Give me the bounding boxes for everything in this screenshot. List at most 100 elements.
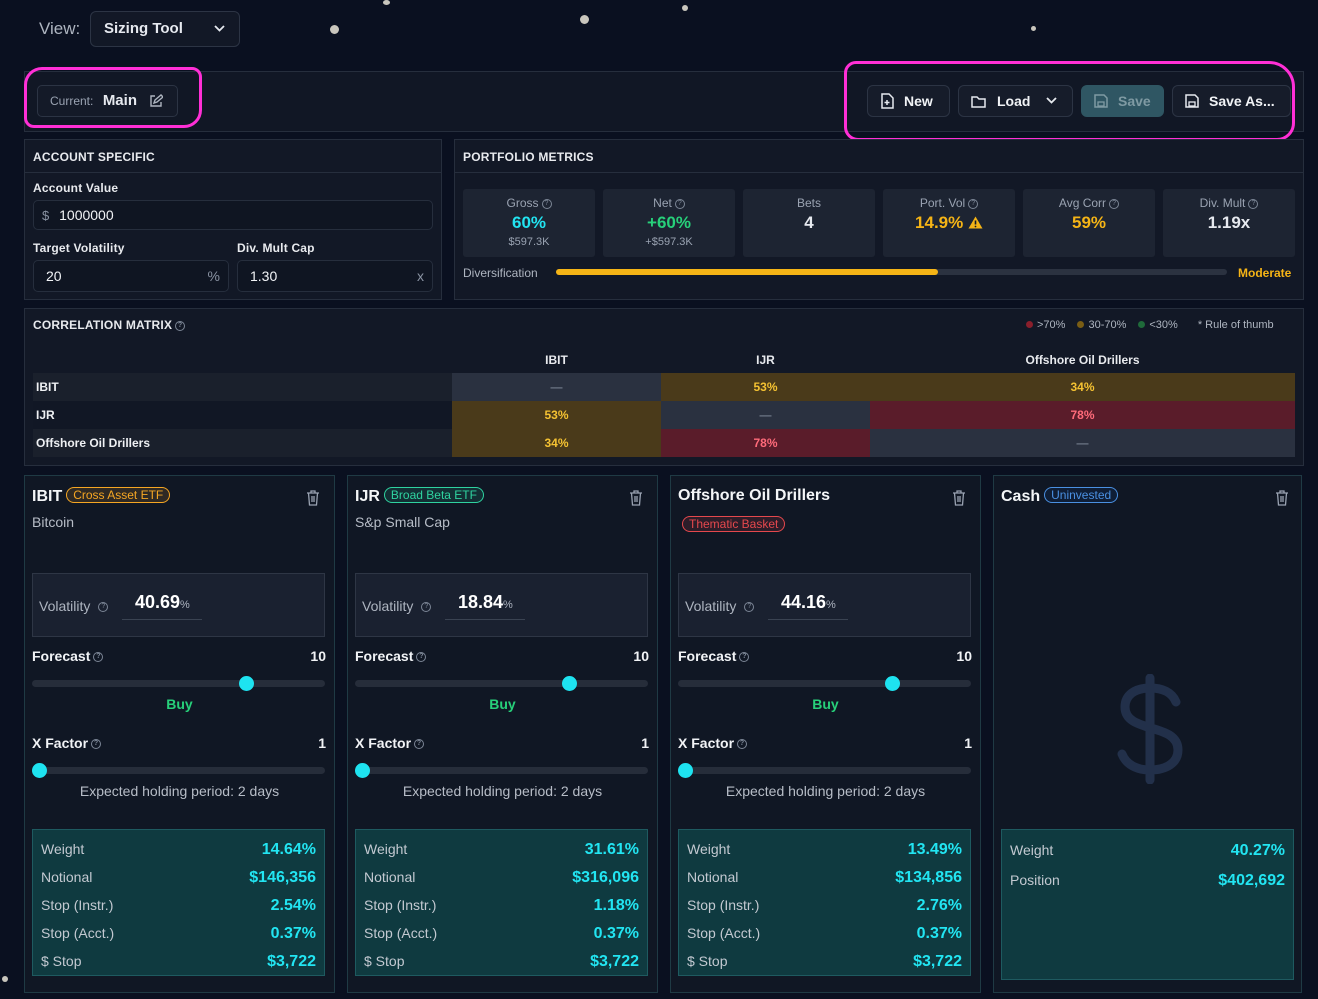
- signal-label: Buy: [166, 696, 193, 712]
- help-icon[interactable]: ?: [1109, 198, 1120, 209]
- help-icon[interactable]: ?: [1248, 198, 1259, 209]
- stat-value: $316,096: [572, 869, 639, 886]
- help-icon[interactable]: ?: [744, 602, 755, 613]
- forecast-slider[interactable]: [355, 676, 648, 691]
- stat-row: Stop (Acct.) 0.37%: [687, 925, 962, 945]
- help-icon[interactable]: ?: [91, 739, 102, 750]
- volatility-unit: %: [503, 599, 513, 611]
- holding-period: Expected holding period: 2 days: [402, 783, 603, 799]
- stat-label: Stop (Instr.): [41, 897, 114, 913]
- stat-label: Stop (Acct.): [41, 925, 115, 941]
- xfactor-slider[interactable]: [355, 763, 648, 778]
- xfactor-label: X Factor?: [32, 735, 102, 751]
- stat-row: Stop (Instr.) 1.18%: [364, 897, 639, 917]
- forecast-value: 10: [310, 648, 326, 664]
- metric-avg-corr-label: Avg Corr: [1058, 196, 1107, 210]
- trash-icon[interactable]: [306, 490, 320, 506]
- warning-icon: [968, 216, 983, 229]
- help-icon[interactable]: ?: [98, 602, 109, 613]
- volatility-input[interactable]: 40.69%: [122, 592, 202, 620]
- help-icon[interactable]: ?: [737, 739, 748, 750]
- stat-label: Weight: [41, 841, 85, 857]
- current-layout-chip[interactable]: Current: Main: [37, 85, 178, 117]
- star-decoration: [682, 5, 688, 11]
- stat-value: $402,692: [1218, 872, 1285, 889]
- div-cap-input[interactable]: 1.30 x: [237, 260, 433, 292]
- position-subtitle: Bitcoin: [32, 514, 75, 530]
- xfactor-slider-handle[interactable]: [355, 763, 370, 778]
- highlight-annotation: [24, 67, 202, 128]
- forecast-label: Forecast?: [32, 648, 104, 664]
- volatility-label: Volatility?: [362, 598, 432, 614]
- help-icon[interactable]: ?: [93, 652, 104, 663]
- target-vol-value: 20: [46, 268, 62, 284]
- new-button[interactable]: New: [867, 85, 950, 117]
- forecast-slider[interactable]: [32, 676, 325, 691]
- forecast-value: 10: [956, 648, 972, 664]
- view-select[interactable]: Sizing Tool: [90, 11, 240, 47]
- target-vol-label: Target Volatility: [33, 241, 125, 255]
- xfactor-slider[interactable]: [678, 763, 971, 778]
- metric-port-vol-value: 14.9%: [915, 213, 964, 232]
- forecast-slider[interactable]: [678, 676, 971, 691]
- forecast-slider-handle[interactable]: [561, 676, 577, 691]
- stat-row: $ Stop $3,722: [364, 953, 639, 973]
- help-icon[interactable]: ?: [421, 602, 432, 613]
- xfactor-slider-handle[interactable]: [32, 763, 47, 778]
- star-decoration: [383, 0, 390, 5]
- legend-high-label: >70%: [1037, 319, 1066, 331]
- xfactor-value: 1: [318, 735, 326, 751]
- stat-row: Weight 14.64%: [41, 841, 316, 861]
- div-cap-unit: x: [417, 268, 424, 284]
- volatility-input[interactable]: 44.16%: [768, 592, 848, 620]
- account-heading: ACCOUNT SPECIFIC: [33, 150, 155, 164]
- chevron-down-icon: [1046, 97, 1058, 104]
- help-icon[interactable]: ?: [541, 198, 552, 209]
- stat-value: $3,722: [267, 953, 316, 970]
- forecast-label-text: Forecast: [32, 648, 91, 664]
- edit-icon[interactable]: [149, 94, 163, 108]
- volatility-label-text: Volatility: [685, 598, 737, 614]
- volatility-input[interactable]: 18.84%: [445, 592, 525, 620]
- help-icon[interactable]: ?: [674, 198, 685, 209]
- stat-row: Weight 13.49%: [687, 841, 962, 861]
- category-badge: Broad Beta ETF: [383, 487, 484, 503]
- metric-avg-corr: Avg Corr? 59%: [1023, 189, 1155, 257]
- account-value-label: Account Value: [33, 181, 119, 195]
- cash-stats: Weight 40.27% Position $402,692: [1001, 829, 1294, 980]
- star-decoration: [2, 976, 8, 982]
- save-button[interactable]: Save: [1081, 85, 1164, 117]
- view-select-value: Sizing Tool: [104, 20, 183, 37]
- stat-row: Weight 31.61%: [364, 841, 639, 861]
- xfactor-slider-handle[interactable]: [678, 763, 693, 778]
- trash-icon[interactable]: [629, 490, 643, 506]
- stat-row: $ Stop $3,722: [687, 953, 962, 973]
- help-icon[interactable]: ?: [414, 739, 425, 750]
- stat-value: 13.49%: [907, 841, 962, 858]
- div-cap-value: 1.30: [250, 268, 278, 284]
- stat-label: Weight: [364, 841, 408, 857]
- load-button[interactable]: Load: [958, 85, 1073, 117]
- forecast-slider-handle[interactable]: [238, 676, 254, 691]
- correlation-heading: CORRELATION MATRIX?: [33, 318, 186, 332]
- account-value-input[interactable]: $ 1000000: [33, 200, 433, 230]
- help-icon[interactable]: ?: [416, 652, 427, 663]
- diversification-bar-fill: [556, 269, 939, 275]
- save-as-button[interactable]: Save As...: [1172, 85, 1291, 117]
- help-icon[interactable]: ?: [175, 320, 186, 331]
- stat-value: 14.64%: [261, 841, 316, 858]
- volatility-value: 40.69: [135, 592, 181, 612]
- help-icon[interactable]: ?: [739, 652, 750, 663]
- trash-icon[interactable]: [952, 490, 966, 506]
- matrix-column-header: IBIT: [545, 353, 568, 367]
- target-vol-input[interactable]: 20 %: [33, 260, 229, 292]
- current-name: Main: [102, 92, 137, 109]
- rule-note: * Rule of thumb: [1197, 319, 1274, 331]
- xfactor-slider[interactable]: [32, 763, 325, 778]
- div-cap-label: Div. Mult Cap: [237, 241, 315, 255]
- forecast-slider-handle[interactable]: [884, 676, 900, 691]
- matrix-cell: 34%: [452, 429, 661, 457]
- help-icon[interactable]: ?: [968, 198, 979, 209]
- position-stats: Weight 14.64% Notional $146,356 Stop (Instr.…: [32, 829, 325, 976]
- trash-icon[interactable]: [1275, 490, 1289, 506]
